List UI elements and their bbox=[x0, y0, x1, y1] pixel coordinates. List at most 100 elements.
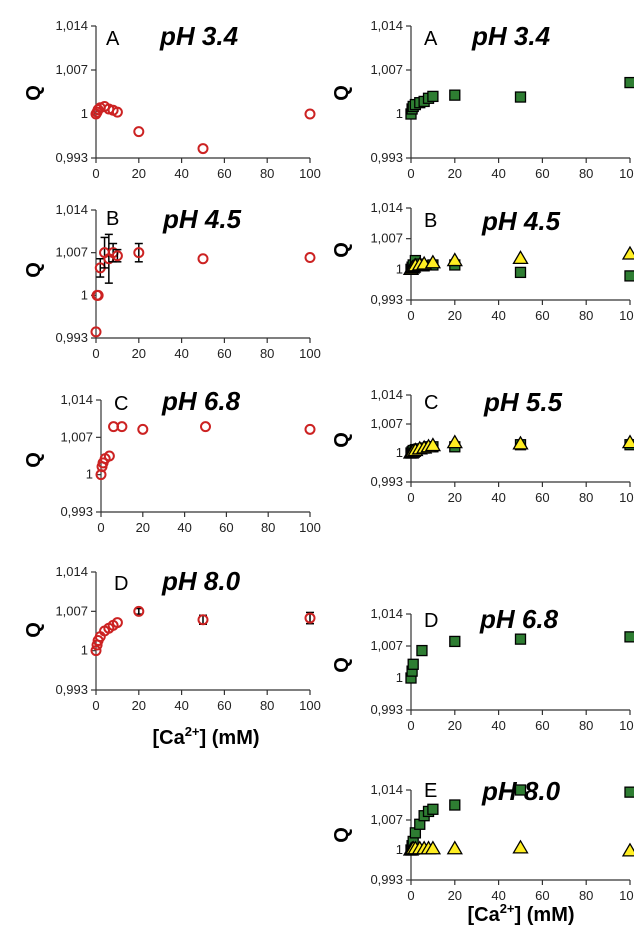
y-tick-label: 1 bbox=[396, 670, 403, 685]
data-point-circle bbox=[304, 252, 316, 264]
panel-letter: D bbox=[424, 610, 438, 632]
y-tick-label: 1 bbox=[81, 643, 88, 658]
y-axis-label: Q bbox=[23, 622, 45, 638]
y-axis-label: Q bbox=[23, 452, 45, 468]
data-point-circle bbox=[200, 421, 211, 433]
data-point-circle bbox=[90, 645, 102, 657]
panel-title: pH 6.8 bbox=[161, 386, 241, 416]
panel-letter: E bbox=[424, 780, 437, 802]
panel-left-a: 0,993 1 1,007 1,014 0 20 40 60 80 100 Q A pH 3.4 bbox=[23, 18, 321, 181]
x-tick-label: 100 bbox=[619, 490, 634, 505]
data-point-triangle bbox=[446, 840, 463, 855]
data-point-square bbox=[449, 89, 461, 101]
x-tick-label: 0 bbox=[92, 698, 99, 713]
panel-left-b: 0,993 1 1,007 1,014 0 20 40 60 80 100 Q B pH 4.5 bbox=[23, 202, 321, 361]
y-axis-label: Q bbox=[331, 85, 353, 101]
panel-title: pH 4.5 bbox=[481, 206, 561, 236]
x-tick-label: 20 bbox=[448, 308, 462, 323]
x-axis-label-right: [Ca2+] (mM) bbox=[467, 901, 574, 926]
x-tick-label: 80 bbox=[579, 718, 593, 733]
panel-letter: C bbox=[424, 392, 438, 414]
data-point-triangle bbox=[621, 842, 634, 857]
x-tick-label: 100 bbox=[299, 698, 321, 713]
y-tick-label: 1 bbox=[81, 287, 88, 302]
y-tick-label: 1,014 bbox=[370, 387, 403, 402]
data-point-square bbox=[407, 658, 419, 670]
x-tick-label: 60 bbox=[535, 718, 549, 733]
panel-title: pH 6.8 bbox=[479, 604, 559, 634]
x-tick-label: 80 bbox=[579, 888, 593, 903]
y-tick-label: 0,993 bbox=[370, 150, 403, 165]
x-tick-label: 20 bbox=[132, 698, 146, 713]
x-tick-label: 100 bbox=[619, 166, 634, 181]
y-axis-label: Q bbox=[331, 657, 353, 673]
data-point-triangle bbox=[446, 434, 463, 449]
data-point-square bbox=[514, 633, 527, 645]
y-tick-label: 1,007 bbox=[60, 429, 93, 444]
x-tick-label: 80 bbox=[261, 520, 275, 535]
y-axis-label: Q bbox=[23, 85, 45, 101]
y-axis-label: Q bbox=[331, 432, 353, 448]
x-tick-label: 40 bbox=[491, 490, 505, 505]
y-tick-label: 1,007 bbox=[55, 62, 88, 77]
y-tick-label: 1,007 bbox=[370, 231, 403, 246]
panel-title: pH 3.4 bbox=[159, 21, 239, 51]
data-point-triangle bbox=[424, 840, 442, 855]
x-tick-label: 60 bbox=[217, 346, 231, 361]
panel-letter: C bbox=[114, 393, 128, 415]
data-point-circle bbox=[92, 289, 104, 301]
x-tick-label: 20 bbox=[448, 888, 462, 903]
x-tick-label: 40 bbox=[177, 520, 191, 535]
data-point-square bbox=[449, 799, 461, 811]
x-tick-label: 0 bbox=[407, 308, 414, 323]
x-tick-label: 40 bbox=[491, 308, 505, 323]
y-tick-label: 1,014 bbox=[370, 200, 403, 215]
y-tick-label: 0,993 bbox=[370, 474, 403, 489]
panel-right-c: 0,993 1 1,007 1,014 0 20 40 60 80 100 Q CpH 5.5 bbox=[331, 387, 634, 505]
data-point-square bbox=[624, 631, 634, 643]
data-point-square bbox=[624, 270, 634, 282]
data-point-triangle bbox=[512, 839, 529, 854]
x-tick-label: 80 bbox=[579, 166, 593, 181]
y-tick-label: 1,007 bbox=[370, 812, 403, 827]
x-tick-label: 60 bbox=[535, 166, 549, 181]
x-tick-label: 60 bbox=[217, 166, 231, 181]
x-tick-label: 60 bbox=[535, 888, 549, 903]
x-tick-label: 0 bbox=[407, 718, 414, 733]
y-axis-label: Q bbox=[331, 242, 353, 258]
y-tick-label: 1,007 bbox=[55, 603, 88, 618]
x-tick-label: 80 bbox=[579, 308, 593, 323]
x-tick-label: 0 bbox=[92, 166, 99, 181]
y-tick-label: 1,014 bbox=[370, 782, 403, 797]
x-tick-label: 20 bbox=[132, 166, 146, 181]
panel-letter: A bbox=[424, 28, 438, 50]
y-axis-label: Q bbox=[23, 262, 45, 278]
data-point-triangle bbox=[424, 437, 442, 452]
data-point-circle bbox=[116, 421, 128, 433]
data-point-triangle bbox=[424, 254, 442, 269]
data-point-circle bbox=[133, 605, 145, 617]
data-point-circle bbox=[90, 326, 102, 338]
x-tick-label: 0 bbox=[407, 490, 414, 505]
data-point-circle bbox=[103, 450, 115, 462]
y-tick-label: 1 bbox=[396, 842, 403, 857]
panel-right-b: 0,993 1 1,007 1,014 0 20 40 60 80 100 Q BpH 4.5 bbox=[331, 200, 634, 323]
panel-title: pH 8.0 bbox=[161, 566, 241, 596]
y-tick-label: 1 bbox=[81, 106, 88, 121]
y-tick-label: 1,007 bbox=[370, 638, 403, 653]
y-tick-label: 0,993 bbox=[370, 292, 403, 307]
data-point-triangle bbox=[446, 252, 463, 267]
data-point-circle bbox=[111, 106, 123, 118]
x-tick-label: 60 bbox=[217, 698, 231, 713]
data-point-triangle bbox=[512, 435, 529, 450]
data-point-circle bbox=[197, 253, 209, 265]
x-tick-label: 40 bbox=[491, 166, 505, 181]
data-point-triangle bbox=[512, 250, 529, 265]
y-tick-label: 1 bbox=[86, 467, 93, 482]
panel-right-d: 0,993 1 1,007 1,014 0 20 40 60 80 100 Q DpH 6.8 bbox=[331, 604, 634, 733]
x-tick-label: 40 bbox=[174, 346, 188, 361]
panel-title: pH 5.5 bbox=[483, 387, 563, 417]
panel-letter: B bbox=[424, 210, 437, 232]
data-point-square bbox=[624, 76, 634, 89]
